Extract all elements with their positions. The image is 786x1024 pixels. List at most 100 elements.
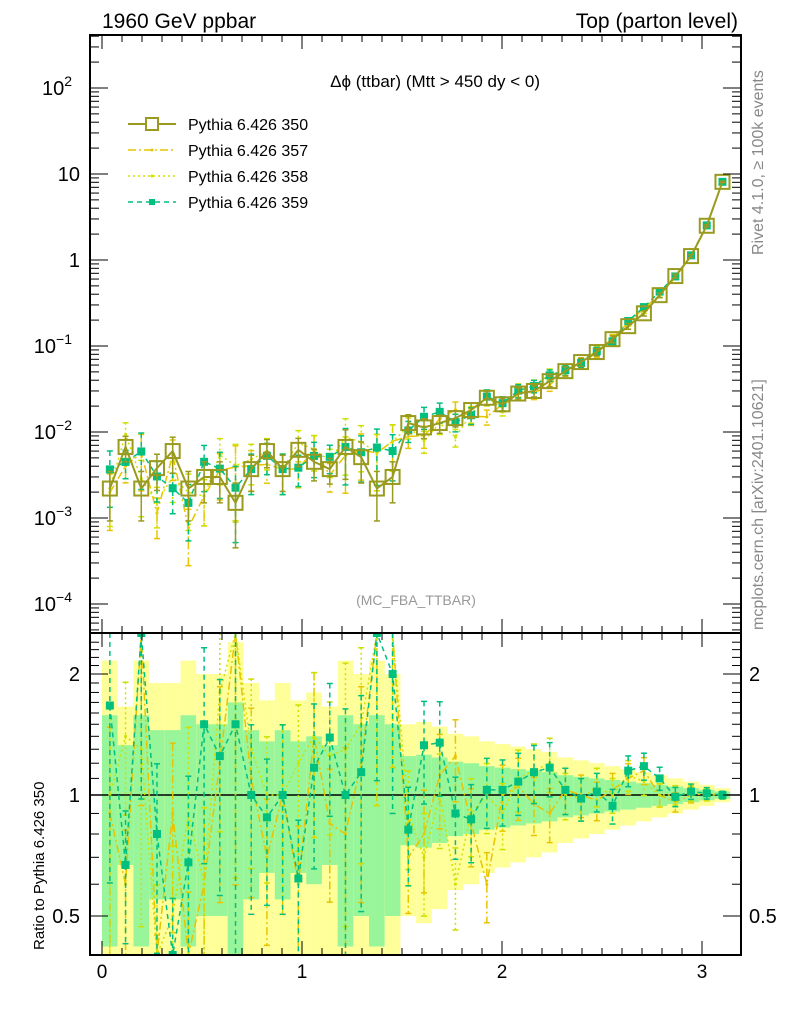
y-tick-label: 10−4 (34, 589, 72, 616)
ratio-359-point (671, 792, 680, 801)
x-tick-label: 0 (97, 962, 108, 983)
series-350-point (384, 468, 401, 485)
legend-label: Pythia 6.426 359 (188, 195, 308, 212)
ratio-tick-label-left: 1 (69, 785, 80, 807)
ratio-359-point (687, 787, 696, 796)
band-1sigma (274, 730, 291, 900)
ratio-359-point (388, 670, 397, 679)
series-358-point (453, 435, 457, 439)
series-350-point (258, 443, 275, 460)
ratio-359-point (262, 813, 271, 822)
series-350-point (337, 438, 354, 455)
ratio-359-point (639, 762, 648, 771)
series-359-point (325, 452, 334, 461)
ratio-tick-label-right: 2 (749, 664, 760, 686)
ratio-359-point (231, 720, 240, 729)
ratio-359-point (215, 752, 224, 761)
ratio-358-point (453, 882, 457, 886)
series-359-point (388, 447, 397, 456)
ratio-359-point (278, 791, 287, 800)
band-1sigma (290, 741, 307, 873)
x-tick-label: 2 (497, 962, 508, 983)
series-350-point (196, 468, 213, 485)
ratio-359-point (200, 720, 209, 729)
ratio-358-point (249, 747, 253, 751)
series-350-point (274, 461, 291, 478)
series-350-point (117, 438, 134, 455)
series-358-point (391, 439, 395, 443)
ratio-359-point (152, 829, 161, 838)
series-350-point (541, 373, 558, 390)
band-1sigma (117, 745, 134, 865)
y-tick-exponent: −1 (56, 331, 72, 347)
ratio-359-point (294, 874, 303, 883)
series-350-point (353, 449, 370, 466)
ratio-359-point (624, 766, 633, 775)
series-359-point (655, 287, 664, 296)
series-350-point (667, 268, 684, 285)
y-tick-label: 10−1 (34, 331, 72, 358)
ratio-tick-label-right: 0.5 (749, 906, 777, 928)
ratio-359-point (105, 701, 114, 710)
x-tick-label: 3 (697, 962, 708, 983)
series-350-point (368, 480, 385, 497)
series-357-point (186, 526, 190, 530)
y-tick-label: 10−3 (34, 503, 72, 530)
ratio-358-point (422, 855, 426, 859)
ratio-359-point (529, 768, 538, 777)
series-350-point (698, 217, 715, 234)
series-350-line (108, 181, 724, 505)
series-350-point (290, 441, 307, 458)
y-tick-exponent: −2 (56, 417, 72, 433)
series-350-point (714, 173, 731, 190)
series-350-point (211, 468, 228, 485)
ratio-358-point (139, 747, 143, 751)
ratio-359-point (420, 741, 429, 750)
band-1sigma (149, 730, 165, 900)
ratio-359-point (655, 774, 664, 783)
ratio-359-point (121, 860, 130, 869)
band-1sigma (384, 724, 401, 917)
y-tick-label: 10 (58, 164, 80, 186)
y-tick-label: 1 (69, 250, 80, 272)
ratio-359-point (137, 633, 146, 637)
series-350-point (510, 385, 527, 402)
ratio-359-point (702, 789, 711, 798)
ratio-357-line (109, 633, 723, 955)
series-350-point (180, 480, 197, 497)
ratio-358-point (296, 761, 300, 765)
series-350-point (525, 382, 542, 399)
series-350-point (635, 305, 652, 322)
series-358-point (124, 432, 128, 436)
ratio-359-point (168, 951, 177, 955)
series-359-point (294, 463, 303, 472)
legend: Pythia 6.426 350 Pythia 6.426 357 Pythia 6… (128, 117, 308, 212)
series-359-point (168, 484, 177, 493)
series-359-point (435, 407, 444, 416)
series-350-point (306, 453, 323, 470)
ratio-357-point (453, 754, 457, 758)
series-350-point (400, 415, 417, 432)
series-359-point (624, 316, 633, 325)
series-359-point (105, 465, 114, 474)
series-359-line (109, 181, 724, 505)
ratio-359-point (608, 801, 617, 810)
legend-label: Pythia 6.426 350 (188, 117, 308, 134)
ratio-359-point (545, 763, 554, 772)
ratio-359-point (247, 791, 256, 800)
side-label-rivet: Rivet 4.1.0, ≥ 100k events (750, 70, 767, 255)
series-357-point (485, 415, 489, 419)
y-tick-exponent: 2 (64, 73, 72, 89)
legend-label: Pythia 6.426 357 (188, 143, 308, 160)
series-350-point (573, 354, 590, 371)
ratio-tick-label-left: 0.5 (52, 906, 80, 928)
y-tick-label: 10−2 (34, 417, 72, 444)
series-350-point (431, 415, 448, 432)
legend-marker (149, 199, 155, 205)
series-350-point (227, 494, 244, 511)
series-350-point (321, 461, 338, 478)
ratio-359-point (577, 794, 586, 803)
series-358-point (422, 439, 426, 443)
y-tick-exponent: −3 (56, 503, 72, 519)
series-350-point (133, 480, 150, 497)
